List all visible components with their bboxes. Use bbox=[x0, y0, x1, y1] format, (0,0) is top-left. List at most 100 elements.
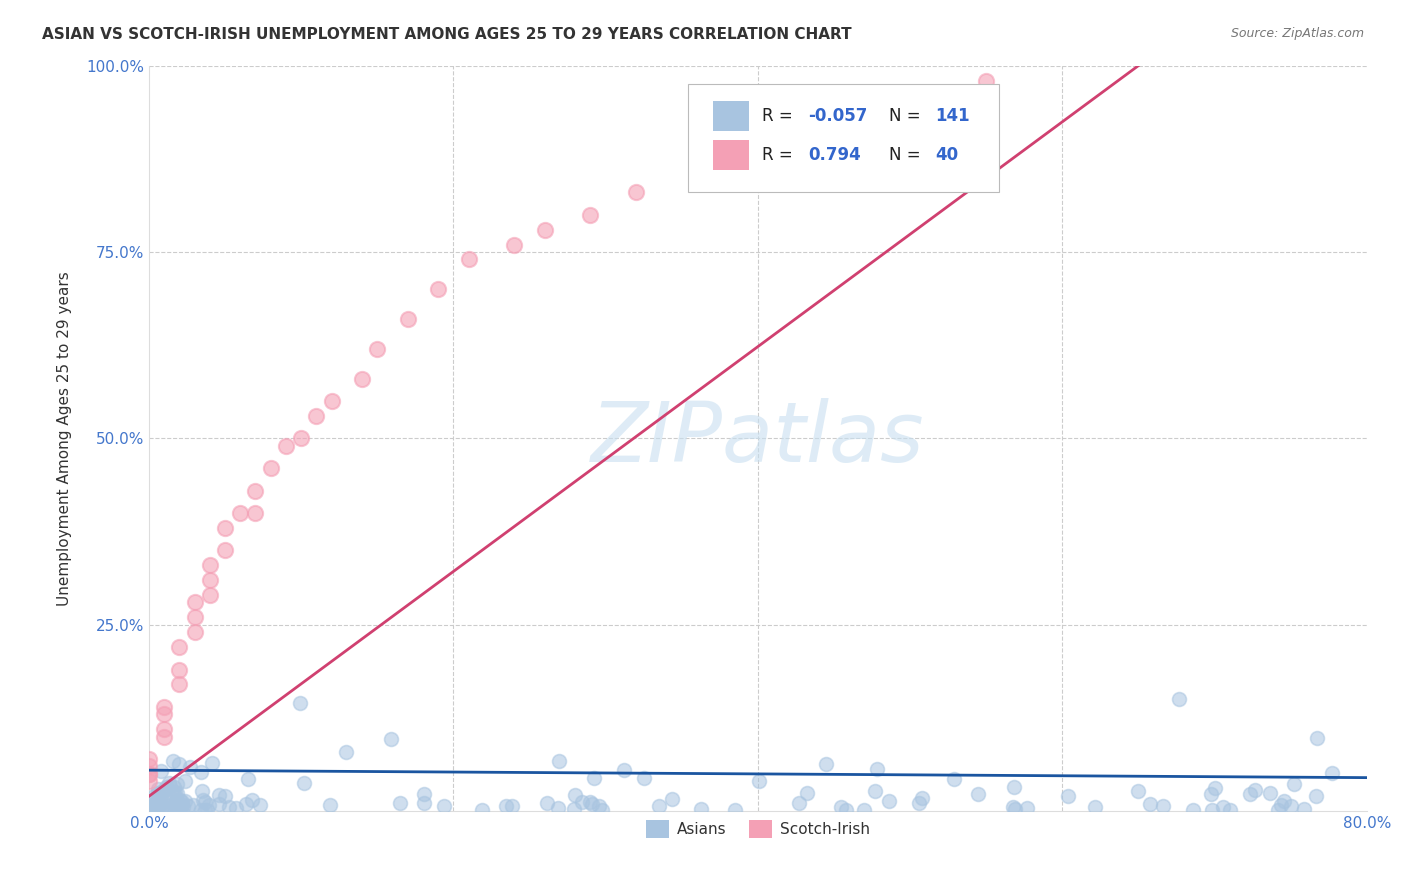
Point bbox=[162, 754, 184, 768]
Point bbox=[159, 780, 181, 794]
Point bbox=[191, 784, 214, 798]
Point bbox=[150, 800, 173, 814]
Point bbox=[214, 789, 236, 803]
Bar bbox=[713, 140, 749, 170]
Point bbox=[1305, 789, 1327, 803]
Point bbox=[1219, 803, 1241, 817]
Point bbox=[503, 237, 526, 252]
Point bbox=[235, 797, 257, 811]
Text: N =: N = bbox=[890, 107, 927, 125]
Text: 0.794: 0.794 bbox=[808, 146, 860, 164]
Point bbox=[165, 794, 187, 808]
Point bbox=[853, 804, 876, 818]
Point bbox=[433, 799, 456, 814]
Point bbox=[1199, 787, 1222, 801]
FancyBboxPatch shape bbox=[689, 84, 1000, 193]
Point bbox=[236, 772, 259, 786]
Point bbox=[240, 792, 263, 806]
Point bbox=[1274, 794, 1296, 808]
Point bbox=[1239, 787, 1261, 801]
Point bbox=[288, 696, 311, 710]
Point bbox=[533, 222, 555, 236]
Point bbox=[321, 394, 343, 409]
Text: N =: N = bbox=[890, 146, 927, 164]
Point bbox=[1002, 800, 1025, 814]
Text: ZIPatlas: ZIPatlas bbox=[591, 398, 925, 479]
Point bbox=[1057, 789, 1080, 803]
Point bbox=[1306, 731, 1329, 746]
Point bbox=[335, 746, 357, 760]
Point bbox=[214, 543, 236, 558]
Point bbox=[471, 803, 494, 817]
Point bbox=[183, 595, 205, 609]
Point bbox=[1204, 780, 1226, 795]
Point bbox=[865, 762, 887, 776]
Point bbox=[245, 506, 267, 520]
Point bbox=[942, 772, 965, 786]
Point bbox=[150, 789, 173, 804]
Point bbox=[579, 208, 602, 222]
Point bbox=[835, 804, 858, 818]
Text: 141: 141 bbox=[935, 107, 970, 125]
Point bbox=[190, 764, 212, 779]
Point bbox=[686, 170, 709, 185]
Point bbox=[787, 796, 810, 810]
Point bbox=[167, 803, 190, 817]
Point bbox=[179, 760, 201, 774]
Point bbox=[160, 797, 183, 812]
Point bbox=[292, 776, 315, 790]
Text: R =: R = bbox=[762, 146, 797, 164]
Text: 40: 40 bbox=[935, 146, 959, 164]
Point bbox=[412, 787, 434, 801]
Point bbox=[796, 786, 818, 800]
Text: R =: R = bbox=[762, 107, 797, 125]
Point bbox=[723, 803, 745, 817]
Point bbox=[1279, 798, 1302, 813]
Point bbox=[579, 795, 602, 809]
Point bbox=[1152, 798, 1174, 813]
Point bbox=[1282, 777, 1305, 791]
Point bbox=[689, 802, 711, 816]
Point bbox=[139, 799, 162, 814]
Point bbox=[214, 521, 236, 535]
Point bbox=[143, 797, 166, 811]
Point bbox=[245, 483, 267, 498]
Point bbox=[218, 800, 240, 814]
Point bbox=[865, 784, 887, 798]
Point bbox=[163, 787, 186, 801]
Point bbox=[1181, 804, 1204, 818]
Point bbox=[191, 793, 214, 807]
Point bbox=[1002, 780, 1025, 794]
Point bbox=[305, 409, 328, 423]
Point bbox=[165, 800, 187, 814]
Point bbox=[148, 800, 170, 814]
Point bbox=[174, 773, 197, 788]
Point bbox=[274, 439, 297, 453]
Point bbox=[142, 803, 165, 817]
Point bbox=[974, 73, 997, 87]
Point bbox=[388, 796, 411, 810]
Point bbox=[148, 790, 170, 805]
Point bbox=[149, 797, 172, 812]
Point bbox=[190, 804, 212, 818]
Point bbox=[169, 663, 191, 677]
Point bbox=[153, 707, 176, 722]
Point bbox=[167, 797, 190, 812]
Legend: Asians, Scotch-Irish: Asians, Scotch-Irish bbox=[640, 814, 876, 845]
Point bbox=[1243, 782, 1265, 797]
Point bbox=[146, 786, 169, 800]
Point bbox=[249, 798, 271, 813]
Point bbox=[195, 804, 218, 818]
Point bbox=[907, 797, 929, 811]
Point bbox=[967, 787, 990, 801]
Point bbox=[157, 776, 180, 790]
Point bbox=[564, 788, 586, 802]
Point bbox=[169, 640, 191, 655]
Point bbox=[457, 252, 479, 267]
Point bbox=[1292, 802, 1315, 816]
Point bbox=[142, 802, 165, 816]
Point bbox=[193, 795, 215, 809]
Point bbox=[198, 558, 221, 573]
Point bbox=[170, 799, 193, 814]
Point bbox=[1139, 797, 1161, 811]
